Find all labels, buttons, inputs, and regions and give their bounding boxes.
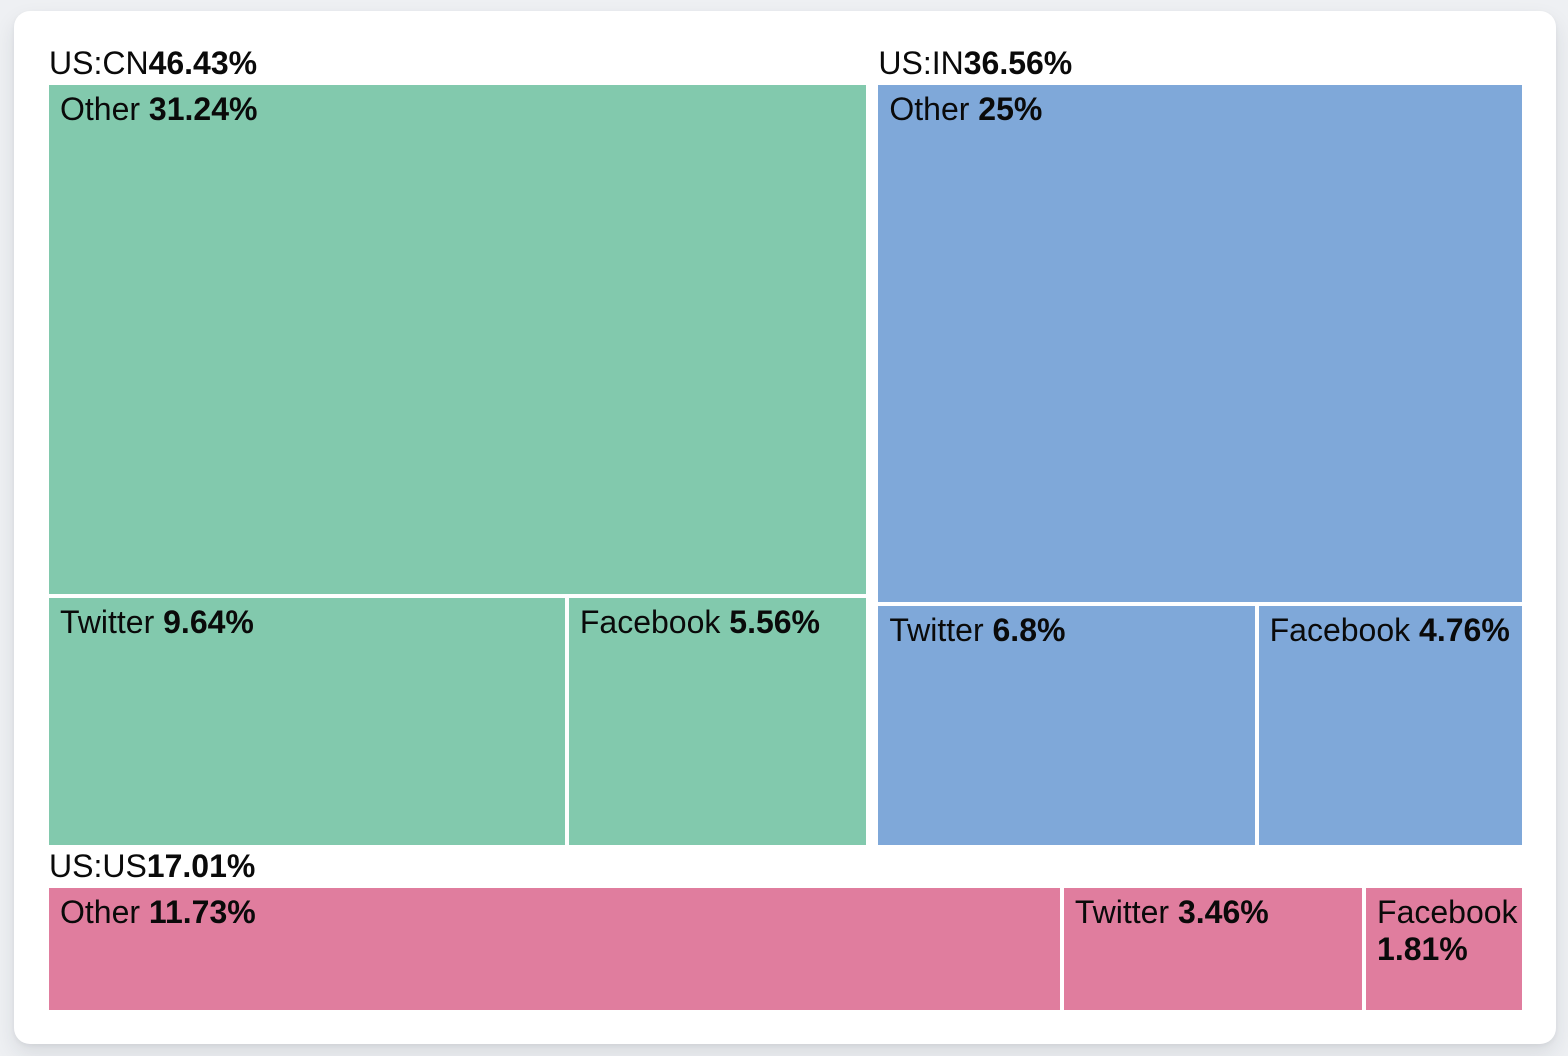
label-text: US:CN <box>49 45 149 81</box>
treemap-cell-us-in-facebook[interactable]: Facebook 4.76% <box>1258 606 1522 846</box>
label-value: 3.46% <box>1177 894 1269 931</box>
label-text: US:IN <box>878 45 964 81</box>
treemap-cell-us-us-facebook[interactable]: Facebook 1.81% <box>1366 888 1522 1010</box>
label-value: 4.76% <box>1419 612 1510 649</box>
group-header-us-us: US:US 17.01% <box>49 845 1522 888</box>
treemap-cell-us-cn-facebook[interactable]: Facebook 5.56% <box>568 597 867 846</box>
chart-card: US:CN 46.43% Other 31.24% Twitter 9.64% Fac… <box>14 11 1556 1044</box>
treemap-chart: US:CN 46.43% Other 31.24% Twitter 9.64% Fac… <box>49 42 1522 1010</box>
treemap-cell-us-cn-other[interactable]: Other 31.24% <box>49 85 867 594</box>
label-value: 36.56% <box>963 45 1073 81</box>
label-value: 25% <box>978 91 1043 127</box>
treemap-cell-us-cn-twitter[interactable]: Twitter 9.64% <box>49 597 565 846</box>
label-value: 17.01% <box>146 848 256 885</box>
label-text: Facebook <box>1377 894 1518 931</box>
treemap-group-us-cn: US:CN 46.43% Other 31.24% Twitter 9.64% Fac… <box>49 42 867 846</box>
treemap-cell-us-us-other[interactable]: Other 11.73% <box>49 888 1060 1010</box>
label-value: 31.24% <box>148 91 258 127</box>
label-text: Twitter <box>60 603 155 640</box>
label-text: US:US <box>49 848 147 885</box>
treemap-cell-us-in-other[interactable]: Other 25% <box>878 85 1522 603</box>
group-header-us-in: US:IN 36.56% <box>878 42 1522 85</box>
treemap-cell-us-in-twitter[interactable]: Twitter 6.8% <box>878 606 1255 846</box>
treemap-group-us-in: US:IN 36.56% Other 25% Twitter 6.8% Faceboo… <box>878 42 1522 846</box>
label-text: Other <box>60 91 141 127</box>
label-value: 1.81% <box>1377 931 1468 968</box>
label-text: Facebook <box>579 603 721 640</box>
label-value: 9.64% <box>163 603 254 640</box>
label-value: 46.43% <box>148 45 258 81</box>
treemap-cell-us-us-twitter[interactable]: Twitter 3.46% <box>1063 888 1362 1010</box>
treemap-group-us-us: US:US 17.01% Other 11.73% Twitter 3.46% Fac… <box>49 845 1522 1010</box>
label-value: 6.8% <box>992 612 1066 649</box>
group-header-us-cn: US:CN 46.43% <box>49 42 866 85</box>
label-value: 5.56% <box>729 603 820 640</box>
label-text: Other <box>889 91 970 127</box>
label-value: 11.73% <box>148 894 256 931</box>
label-text: Twitter <box>889 612 984 649</box>
label-text: Other <box>60 894 141 931</box>
label-text: Twitter <box>1074 894 1170 931</box>
label-text: Facebook <box>1269 612 1411 649</box>
